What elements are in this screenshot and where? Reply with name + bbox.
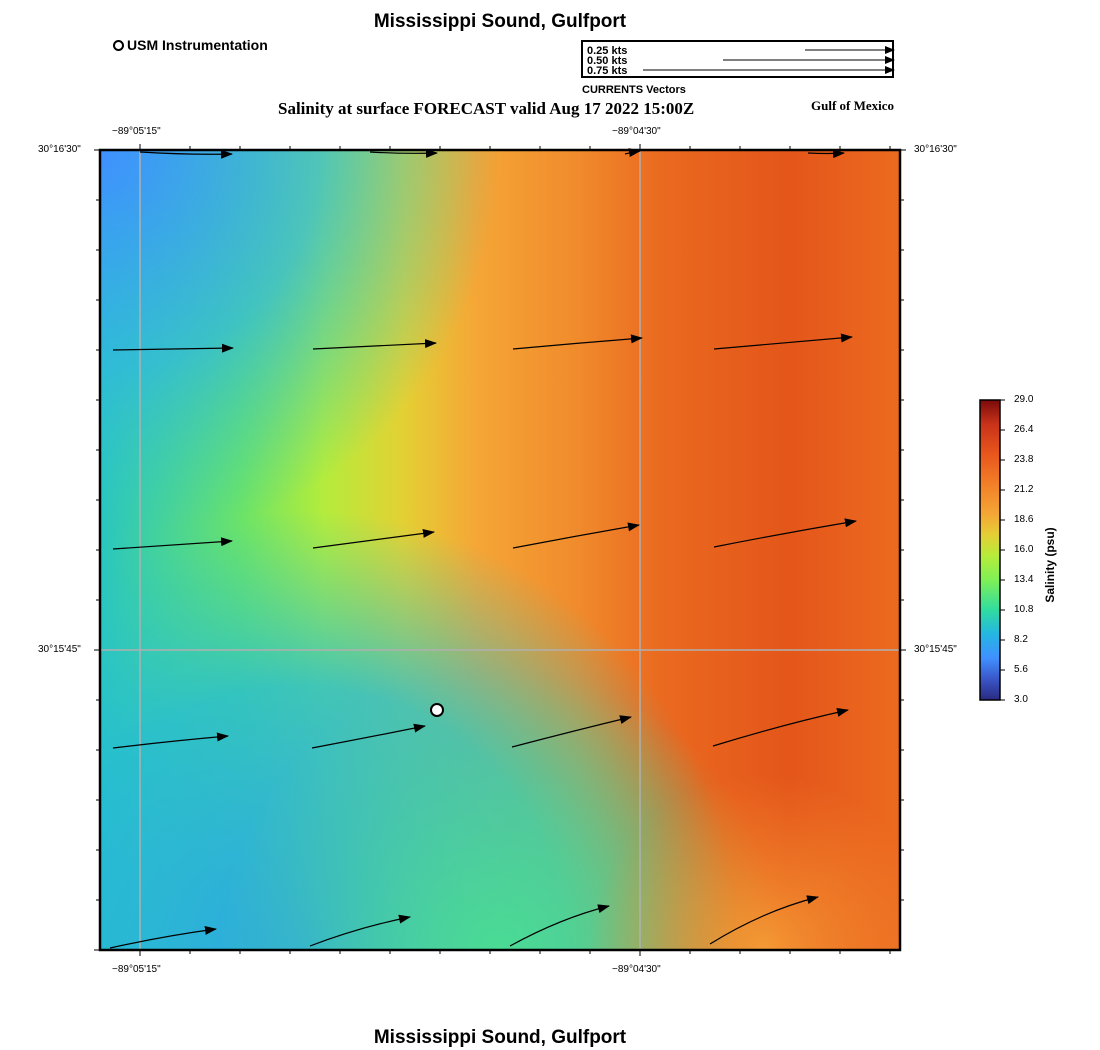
map-ticks [94, 144, 906, 956]
colorbar-tick: 18.6 [1014, 514, 1034, 525]
lon-tick-bottom-1: −89°05'15" [112, 964, 161, 975]
station-legend-label: USM Instrumentation [127, 37, 268, 53]
colorbar-tick: 5.6 [1014, 664, 1028, 675]
station-marker-icon [113, 39, 124, 51]
usm-station-marker [430, 703, 444, 717]
current-arrow [713, 333, 853, 350]
current-arrow [712, 708, 849, 747]
current-arrow [312, 528, 435, 549]
footer-title: Mississippi Sound, Gulfport [373, 1027, 627, 1048]
colorbar-tick: 8.2 [1014, 634, 1028, 645]
current-arrow [139, 149, 233, 159]
vector-scale-025: 0.25 kts [587, 45, 628, 57]
colorbar [979, 399, 1005, 701]
current-arrow [713, 518, 857, 548]
vector-scale-075: 0.75 kts [587, 65, 628, 77]
lon-tick-bottom-2: −89°04'30" [612, 964, 661, 975]
forecast-title: Salinity at surface FORECAST valid Aug 1… [278, 99, 695, 118]
region-label: Gulf of Mexico [811, 98, 895, 113]
salinity-field [100, 150, 900, 950]
current-arrow [311, 723, 426, 749]
current-arrow [709, 895, 819, 945]
colorbar-tick: 21.2 [1014, 484, 1034, 495]
colorbar-gradient [979, 399, 1001, 701]
colorbar-title: Salinity (psu) [1043, 527, 1057, 603]
current-arrow [112, 732, 229, 749]
current-arrow [309, 914, 411, 947]
colorbar-tick: 23.8 [1014, 454, 1034, 465]
colorbar-tick: 26.4 [1014, 424, 1034, 435]
colorbar-tick: 29.0 [1014, 394, 1034, 405]
colorbar-tick: 10.8 [1014, 604, 1034, 615]
vector-caption: CURRENTS Vectors [582, 84, 686, 96]
colorbar-tick: 3.0 [1014, 694, 1028, 705]
lon-tick-top-1: −89°05'15" [112, 126, 161, 137]
current-arrow [109, 926, 217, 949]
vector-scale-arrows [643, 46, 895, 74]
map-grid [100, 150, 900, 950]
current-arrow [369, 148, 438, 158]
vector-scale-050: 0.50 kts [587, 55, 628, 67]
current-arrow [112, 343, 234, 353]
lat-tick-right-2: 30°15'45" [914, 644, 957, 655]
map-title: Mississippi Sound, Gulfport [373, 11, 627, 32]
lat-tick-right-1: 30°16'30" [914, 144, 957, 155]
current-vectors [109, 148, 857, 949]
lon-tick-top-2: −89°04'30" [612, 126, 661, 137]
current-arrow [112, 537, 233, 550]
lat-tick-left-2: 30°15'45" [38, 644, 81, 655]
station-legend: USM Instrumentation [113, 37, 268, 53]
current-arrow [807, 149, 845, 159]
lat-tick-left-1: 30°16'30" [38, 144, 81, 155]
current-arrow [509, 904, 610, 947]
current-arrow [511, 715, 632, 748]
colorbar-tick: 16.0 [1014, 544, 1034, 555]
colorbar-tick: 13.4 [1014, 574, 1034, 585]
vector-scale-legend: 0.25 kts 0.50 kts 0.75 kts [581, 40, 895, 78]
current-arrow [512, 334, 643, 350]
current-arrow [512, 522, 640, 549]
current-arrow [312, 339, 437, 350]
